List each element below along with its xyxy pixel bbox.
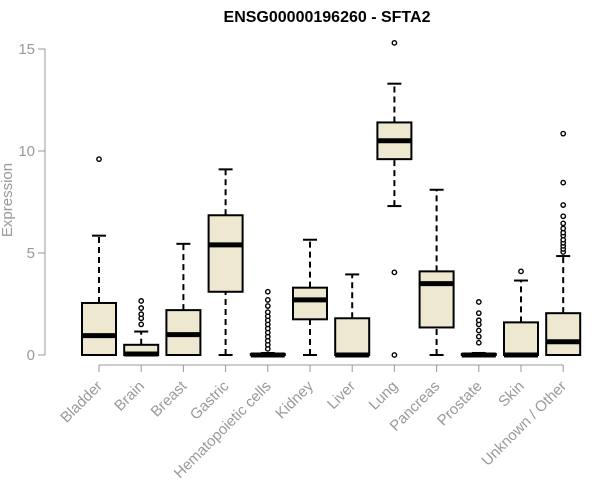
outlier-point bbox=[264, 288, 271, 295]
outlier-point bbox=[475, 299, 482, 305]
outlier-point bbox=[475, 317, 482, 324]
outlier-point bbox=[138, 321, 145, 328]
outlier-point bbox=[96, 156, 102, 163]
box-group bbox=[334, 273, 371, 358]
box-group bbox=[165, 242, 202, 356]
outlier-point bbox=[391, 269, 398, 276]
outlier-point bbox=[475, 333, 482, 340]
box-body bbox=[545, 312, 582, 356]
outlier-point bbox=[138, 311, 145, 318]
box-group bbox=[249, 288, 286, 358]
outlier-point bbox=[560, 213, 567, 220]
y-axis-title: Expression bbox=[0, 163, 16, 237]
box-group bbox=[418, 188, 455, 356]
x-tick-label: Liver bbox=[324, 378, 359, 413]
outlier-point bbox=[560, 202, 567, 208]
y-tick-label: 0 bbox=[27, 347, 35, 364]
box-group bbox=[460, 299, 497, 358]
x-tick-label: Brain bbox=[111, 378, 148, 415]
boxes-layer bbox=[81, 39, 582, 358]
box-group bbox=[545, 130, 582, 356]
outlier-point bbox=[391, 352, 398, 358]
outlier-point bbox=[560, 225, 567, 232]
outlier-point bbox=[475, 310, 482, 317]
box-body bbox=[334, 317, 371, 356]
box-body bbox=[207, 214, 244, 293]
box-group bbox=[81, 156, 117, 357]
outlier-point bbox=[138, 298, 145, 304]
outlier-point bbox=[475, 327, 482, 334]
outlier-point bbox=[518, 268, 524, 275]
box-body bbox=[292, 286, 328, 321]
outlier-point bbox=[264, 297, 271, 303]
outlier-point bbox=[560, 130, 567, 137]
box-group bbox=[503, 268, 539, 358]
outlier-point bbox=[264, 303, 271, 309]
x-tick-label: Kidney bbox=[272, 377, 317, 422]
chart-title: ENSG00000196260 - SFTA2 bbox=[224, 9, 431, 26]
box-group bbox=[207, 168, 244, 356]
box-body bbox=[81, 301, 117, 357]
y-tick-label: 5 bbox=[27, 245, 35, 262]
x-tick-label: Lung bbox=[366, 378, 402, 414]
box-body bbox=[503, 321, 539, 356]
box-group bbox=[292, 238, 328, 356]
x-tick-label: Bladder bbox=[57, 378, 106, 427]
x-tick-label: Breast bbox=[148, 377, 191, 420]
outlier-point bbox=[475, 339, 482, 346]
y-tick-label: 15 bbox=[18, 41, 35, 58]
box-group bbox=[376, 39, 413, 358]
outlier-point bbox=[560, 179, 567, 186]
box-body bbox=[418, 270, 455, 329]
y-tick-label: 10 bbox=[18, 143, 35, 160]
outlier-point bbox=[138, 305, 145, 311]
x-tick-label: Skin bbox=[495, 378, 528, 411]
box-group bbox=[123, 298, 160, 357]
y-axis: 0 5 10 15 bbox=[18, 41, 46, 364]
x-tick-label: Prostate bbox=[434, 378, 486, 430]
outlier-point bbox=[391, 39, 398, 46]
outlier-point bbox=[264, 309, 271, 316]
outlier-point bbox=[560, 220, 567, 227]
